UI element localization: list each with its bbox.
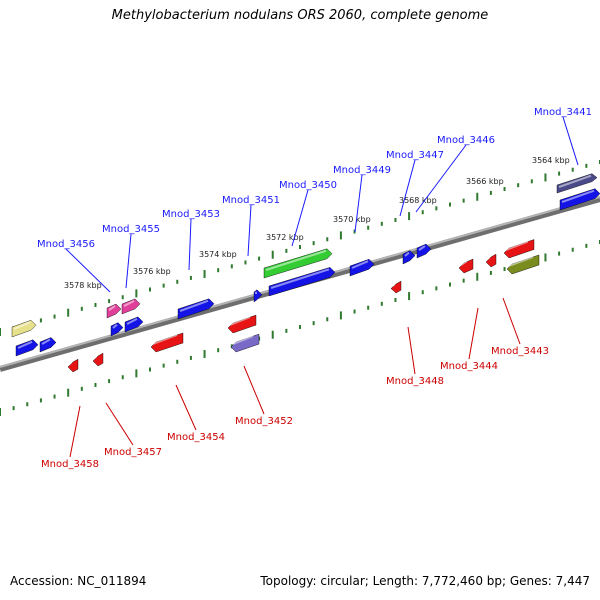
genome-title: Methylobacterium nodulans ORS 2060, comp… bbox=[111, 8, 489, 23]
gene-blue bbox=[124, 316, 144, 333]
gene-red bbox=[503, 239, 535, 259]
gene-blue bbox=[15, 339, 39, 357]
gene-blue bbox=[416, 243, 432, 259]
leader-line bbox=[188, 218, 192, 271]
leader-line bbox=[175, 384, 197, 431]
leader-line bbox=[125, 233, 132, 289]
gene-label-mnod_3456: Mnod_3456 bbox=[37, 239, 95, 250]
gene-label-mnod_3458: Mnod_3458 bbox=[41, 459, 99, 470]
leader-line bbox=[243, 365, 265, 415]
gene-label-mnod_3441: Mnod_3441 bbox=[534, 107, 592, 118]
leader-line bbox=[468, 307, 479, 360]
gene-label-mnod_3443: Mnod_3443 bbox=[491, 346, 549, 357]
gene-label-mnod_3449: Mnod_3449 bbox=[333, 165, 391, 176]
scale-label: 3570 kbp bbox=[333, 215, 371, 224]
scale-label: 3576 kbp bbox=[133, 267, 171, 276]
leader-line bbox=[415, 144, 467, 213]
scale-label: 3566 kbp bbox=[466, 177, 504, 186]
gene-label-mnod_3448: Mnod_3448 bbox=[386, 376, 444, 387]
leader-line bbox=[502, 297, 521, 345]
gene-label-mnod_3457: Mnod_3457 bbox=[104, 447, 162, 458]
leader-line bbox=[562, 116, 579, 166]
leader-line bbox=[65, 248, 111, 293]
leader-line bbox=[354, 174, 363, 233]
gene-pink bbox=[121, 298, 141, 315]
gene-red bbox=[150, 332, 184, 353]
gene-red bbox=[67, 358, 79, 373]
scale-label: 3568 kbp bbox=[399, 196, 437, 205]
leader-line bbox=[291, 189, 309, 247]
scale-label: 3564 kbp bbox=[532, 156, 570, 165]
gene-blue bbox=[177, 298, 215, 320]
gene-blue bbox=[349, 258, 375, 277]
gene-red bbox=[390, 280, 402, 294]
gene-blue bbox=[39, 337, 57, 353]
genome-stats-label: Topology: circular; Length: 7,772,460 bp… bbox=[260, 574, 590, 588]
gene-red bbox=[227, 314, 257, 334]
leader-line bbox=[247, 204, 252, 257]
gene-blue bbox=[253, 289, 263, 303]
scale-label: 3574 kbp bbox=[199, 250, 237, 259]
gene-blue bbox=[268, 267, 336, 297]
gene-red bbox=[92, 352, 104, 367]
gene-label-mnod_3453: Mnod_3453 bbox=[162, 209, 220, 220]
gene-red bbox=[458, 258, 474, 274]
gene-label-mnod_3454: Mnod_3454 bbox=[167, 432, 225, 443]
gene-red bbox=[485, 253, 497, 268]
gene-label-mnod_3446: Mnod_3446 bbox=[437, 135, 495, 146]
gene-blue bbox=[402, 250, 416, 265]
gene-blue bbox=[110, 322, 124, 337]
leader-line bbox=[69, 405, 81, 458]
leader-line bbox=[399, 159, 416, 217]
gene-label-mnod_3447: Mnod_3447 bbox=[386, 150, 444, 161]
gene-label-mnod_3450: Mnod_3450 bbox=[279, 180, 337, 191]
leader-line bbox=[407, 326, 416, 375]
gene-label-mnod_3455: Mnod_3455 bbox=[102, 224, 160, 235]
gene-purple bbox=[230, 333, 260, 353]
accession-label: Accession: NC_011894 bbox=[10, 574, 147, 588]
gene-blue bbox=[559, 188, 600, 211]
scale-label: 3572 kbp bbox=[266, 233, 304, 242]
gene-green bbox=[263, 248, 333, 279]
gene-label-mnod_3452: Mnod_3452 bbox=[235, 416, 293, 427]
gene-yellow bbox=[11, 319, 37, 338]
gene-label-mnod_3444: Mnod_3444 bbox=[440, 361, 498, 372]
gene-navy bbox=[556, 173, 598, 194]
gene-label-mnod_3451: Mnod_3451 bbox=[222, 195, 280, 206]
leader-line bbox=[105, 402, 134, 446]
gene-olive bbox=[506, 254, 540, 275]
scale-label: 3578 kbp bbox=[64, 281, 102, 290]
gene-pink bbox=[106, 303, 122, 319]
